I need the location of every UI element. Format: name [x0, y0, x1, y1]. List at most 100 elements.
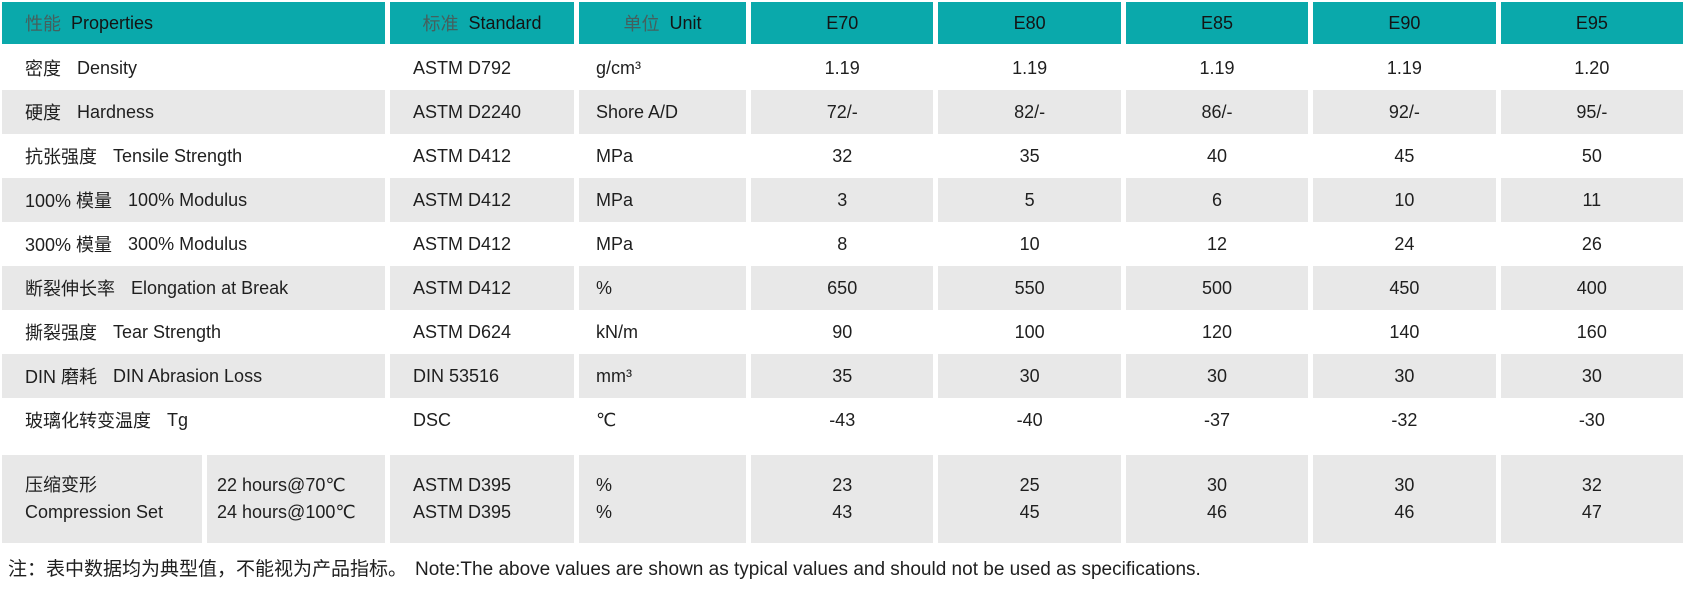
header-cell-grade-e70: E70 — [751, 2, 934, 44]
standard-cell: ASTM D412 — [390, 266, 574, 310]
table-row: 硬度 Hardness ASTM D2240 Shore A/D 72/- 82/- 86/… — [2, 90, 1684, 134]
value-cell: 400 — [1500, 266, 1684, 310]
standard-line: ASTM D395 — [413, 502, 512, 522]
standard-cell: ASTM D412 — [390, 222, 574, 266]
header-cell-grade-e90: E90 — [1313, 2, 1496, 44]
standard-cell: ASTM D412 — [390, 134, 574, 178]
unit-cell: mm³ — [579, 354, 746, 398]
value-cell: 140 — [1313, 310, 1495, 354]
table-row: 300% 模量 300% Modulus ASTM D412 MPa 8 10 12 24 26 — [2, 222, 1683, 266]
value-cell: 86/- — [1125, 90, 1309, 134]
value-text: 30 — [1207, 365, 1228, 386]
property-cell: 100% 模量 100% Modulus — [2, 178, 385, 222]
value-text: 50 — [1581, 145, 1602, 166]
compression-unit-cell: % % — [579, 455, 746, 543]
value-cell: 26 — [1501, 222, 1683, 266]
compression-standard-cell: ASTM D395 ASTM D395 — [390, 455, 574, 543]
value-cell: 1.20 — [1501, 46, 1683, 90]
value-cell: 10 — [938, 222, 1120, 266]
unit-cell: kN/m — [579, 310, 746, 354]
value-cell: -32 — [1313, 398, 1495, 442]
standard-text: ASTM D412 — [413, 277, 512, 298]
header-standard-en: Standard — [468, 12, 542, 33]
property-cell: 硬度 Hardness — [2, 90, 385, 134]
grade-label: E95 — [1575, 12, 1608, 33]
value-cell: 45 — [1313, 134, 1495, 178]
value-text: 120 — [1201, 321, 1233, 342]
standard-text: DSC — [413, 409, 452, 430]
value-text: 650 — [827, 277, 858, 298]
value-text: 450 — [1389, 277, 1420, 298]
property-en: DIN Abrasion Loss — [113, 365, 263, 386]
grade-label: E80 — [1013, 12, 1046, 33]
property-en: 100% Modulus — [128, 189, 248, 210]
value-cell: 24 — [1313, 222, 1495, 266]
property-zh: 断裂伸长率 — [25, 279, 115, 299]
value-line: 25 — [1019, 475, 1040, 495]
value-cell: 30 — [938, 354, 1121, 398]
value-line: 30 — [1207, 475, 1228, 495]
value-text: 1.19 — [1012, 57, 1048, 78]
value-cell: -37 — [1126, 398, 1308, 442]
compression-property-cell: 压缩变形 Compression Set — [2, 455, 202, 543]
table-row: DIN 磨耗 DIN Abrasion Loss DIN 53516 mm³ 35 30 3… — [2, 354, 1684, 398]
unit-text: MPa — [596, 189, 634, 210]
value-cell: 3 — [751, 178, 934, 222]
header-cell-standard: 标准 Standard — [390, 2, 574, 44]
value-text: 5 — [1024, 189, 1035, 210]
value-cell: 550 — [938, 266, 1121, 310]
footnote-zh: 注：表中数据均为典型值，不能视为产品指标。 — [8, 559, 408, 580]
standard-text: ASTM D412 — [413, 145, 512, 166]
value-text: 30 — [1019, 365, 1040, 386]
value-cell: 120 — [1126, 310, 1308, 354]
value-cell: 90 — [751, 310, 933, 354]
compression-value-cell-e90: 30 46 — [1313, 455, 1496, 543]
value-text: -43 — [829, 409, 856, 430]
value-text: -37 — [1204, 409, 1231, 430]
value-cell: 160 — [1501, 310, 1683, 354]
unit-cell: Shore A/D — [579, 90, 746, 134]
data-rows: 密度 Density ASTM D792 g/cm³ 1.19 1.19 1.19 1.19 1… — [2, 46, 1684, 442]
unit-cell: MPa — [579, 134, 746, 178]
value-text: 6 — [1212, 189, 1223, 210]
value-cell: 1.19 — [751, 46, 933, 90]
value-cell: 35 — [938, 134, 1120, 178]
value-text: 500 — [1201, 277, 1233, 298]
value-line: 43 — [832, 502, 853, 522]
unit-text: mm³ — [596, 365, 632, 386]
unit-cell: g/cm³ — [579, 46, 746, 90]
value-text: 550 — [1014, 277, 1045, 298]
property-en: Tg — [167, 409, 189, 430]
property-en: 300% Modulus — [128, 233, 248, 254]
table-header-row: 性能 Properties 标准 Standard 单位 Unit E70 E8… — [2, 2, 1684, 44]
value-text: 400 — [1576, 277, 1607, 298]
property-en: Tensile Strength — [113, 145, 243, 166]
value-cell: 32 — [751, 134, 933, 178]
value-cell: 30 — [1500, 354, 1684, 398]
property-cell: 密度 Density — [2, 46, 385, 90]
value-text: 40 — [1207, 145, 1228, 166]
unit-text: % — [596, 277, 613, 298]
property-zh: 撕裂强度 — [25, 323, 97, 343]
header-standard-zh: 标准 — [422, 14, 459, 34]
value-cell: 6 — [1125, 178, 1309, 222]
value-cell: 10 — [1313, 178, 1496, 222]
table-row: 抗张强度 Tensile Strength ASTM D412 MPa 32 35 40 45… — [2, 134, 1683, 178]
property-cell: 300% 模量 300% Modulus — [2, 222, 385, 266]
value-cell: 30 — [1125, 354, 1309, 398]
value-text: 100 — [1014, 321, 1045, 342]
property-zh: 硬度 — [25, 103, 61, 123]
condition-line: 24 hours@100℃ — [217, 502, 356, 522]
value-cell: 8 — [751, 222, 933, 266]
unit-text: MPa — [596, 233, 634, 254]
value-cell: 35 — [751, 354, 934, 398]
standard-cell: ASTM D624 — [390, 310, 574, 354]
standard-cell: ASTM D412 — [390, 178, 574, 222]
table-row: 玻璃化转变温度 Tg DSC ℃ -43 -40 -37 -32 -30 — [2, 398, 1683, 442]
value-line: 46 — [1394, 502, 1415, 522]
grade-label: E85 — [1201, 12, 1234, 33]
value-text: 90 — [832, 321, 853, 342]
value-cell: 100 — [938, 310, 1120, 354]
value-cell: 1.19 — [1313, 46, 1495, 90]
value-text: 92/- — [1388, 101, 1420, 122]
